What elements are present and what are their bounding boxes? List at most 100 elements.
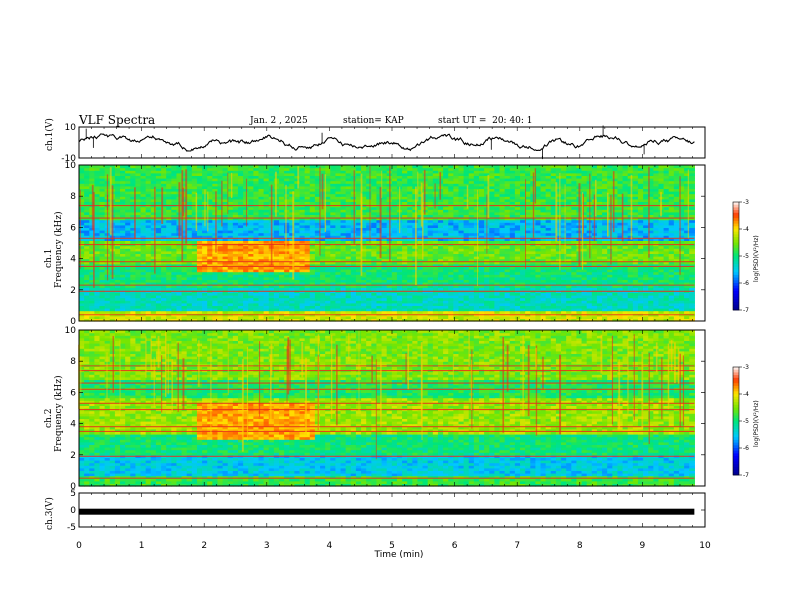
spectrogram-cell: [596, 245, 603, 249]
spectrogram-cell: [186, 315, 193, 319]
spectrogram-cell: [612, 305, 619, 309]
spectrogram-cell: [278, 302, 285, 306]
spectrogram-cell: [120, 214, 126, 218]
spectrogram-cell: [320, 282, 326, 286]
spectrogram-cell: [243, 248, 249, 252]
spectrogram-cell: [668, 297, 675, 301]
spectrogram-cell: [135, 300, 142, 304]
spectrogram-cell: [186, 284, 193, 288]
spectrogram-cell: [284, 256, 290, 260]
spectrogram-cell: [309, 269, 316, 273]
spectrogram-cell: [294, 302, 301, 306]
spectrogram-cell: [258, 315, 265, 319]
spectrogram-cell: [150, 300, 157, 304]
spectrogram-cell: [176, 269, 183, 273]
spectrogram-cell: [325, 318, 331, 322]
spectrogram-cell: [453, 240, 460, 244]
spectrogram-cell: [263, 263, 270, 267]
spectrogram-cell: [289, 230, 295, 234]
spectrogram-cell: [617, 253, 624, 257]
spectrogram-cell: [294, 256, 301, 260]
spectrogram-cell: [489, 237, 495, 241]
spectrogram-cell: [166, 318, 172, 322]
spectrogram-cell: [202, 274, 208, 278]
spectrogram-cell: [478, 224, 485, 228]
spectrogram-cell: [309, 295, 316, 299]
spectrogram-cell: [402, 211, 408, 215]
spectrogram-cell: [330, 258, 336, 262]
spectrogram-cell: [135, 297, 142, 301]
spectrogram-cell: [653, 271, 660, 275]
spectrogram-cell: [402, 230, 408, 234]
spectrogram-cell: [114, 263, 121, 267]
spectrogram-cell: [330, 308, 336, 312]
spectrogram-cell: [150, 315, 157, 319]
spectrogram-cell: [653, 248, 660, 252]
spectrogram-cell: [278, 310, 285, 314]
spectrogram-cell: [166, 287, 172, 291]
spectrogram-cell: [427, 230, 434, 234]
spectrogram-cell: [673, 315, 680, 319]
spectrogram-cell: [658, 250, 665, 254]
spectrogram-cell: [607, 263, 613, 267]
spectrogram-cell: [612, 297, 619, 301]
spectrogram-cell: [622, 279, 629, 283]
spectrogram-cell: [273, 292, 280, 296]
spectrogram-cell: [530, 308, 536, 312]
spectrogram-cell: [468, 279, 475, 283]
spectrogram-cell: [473, 248, 480, 252]
spectrogram-cell: [427, 308, 434, 312]
spectrogram-cell: [150, 237, 157, 241]
spectrogram-cell: [150, 302, 157, 306]
spectrogram-cell: [555, 235, 562, 239]
spectrogram-cell: [222, 297, 229, 301]
spectrogram-cell: [525, 279, 531, 283]
spectrogram-cell: [437, 266, 444, 270]
spectrogram-cell: [284, 266, 290, 270]
spectrogram-cell: [489, 310, 495, 314]
spectrogram-cell: [161, 302, 167, 306]
spectrogram-cell: [299, 308, 306, 312]
spectrogram-cell: [253, 266, 260, 270]
spectrogram-cell: [555, 305, 562, 309]
spectrogram-cell: [540, 232, 547, 236]
spectrogram-cell: [243, 292, 249, 296]
spectrogram-cell: [663, 287, 670, 291]
spectrogram-cell: [248, 308, 254, 312]
spectrogram-cell: [478, 266, 485, 270]
spectrogram-cell: [335, 248, 342, 252]
spectrogram-cell: [120, 240, 126, 244]
spectrogram-cell: [443, 222, 449, 226]
spectrogram-cell: [248, 250, 254, 254]
spectrogram-cell: [207, 258, 213, 262]
spectrogram-cell: [689, 269, 695, 273]
spectrogram-cell: [668, 274, 675, 278]
spectrogram-cell: [314, 250, 321, 254]
spectrogram-cell: [407, 318, 413, 322]
spectrogram-cell: [125, 237, 131, 241]
spectrogram-cell: [402, 269, 408, 273]
spectrogram-cell: [125, 300, 131, 304]
spectrogram-cell: [171, 295, 178, 299]
spectrogram-cell: [222, 258, 229, 262]
spectrogram-cell: [304, 219, 311, 223]
spectrogram-cell: [602, 235, 608, 239]
spectrogram-cell: [94, 227, 101, 231]
spectrogram-cell: [540, 261, 547, 265]
spectrogram-cell: [545, 230, 552, 234]
spectrogram-cell: [627, 310, 634, 314]
spectrogram-cell: [299, 253, 306, 257]
spectrogram-cell: [402, 224, 408, 228]
spectrogram-cell: [632, 219, 639, 223]
spectrogram-cell: [114, 282, 121, 286]
spectrogram-cell: [212, 232, 219, 236]
spectrogram-cell: [150, 263, 157, 267]
spectrogram-cell: [535, 224, 542, 228]
spectrogram-cell: [191, 245, 198, 249]
spectrogram-cell: [196, 253, 203, 257]
spectrogram-cell: [212, 318, 219, 322]
spectrogram-cell: [673, 282, 680, 286]
spectrogram-cell: [155, 235, 162, 239]
spectrogram-cell: [612, 230, 619, 234]
spectrogram-cell: [120, 224, 126, 228]
